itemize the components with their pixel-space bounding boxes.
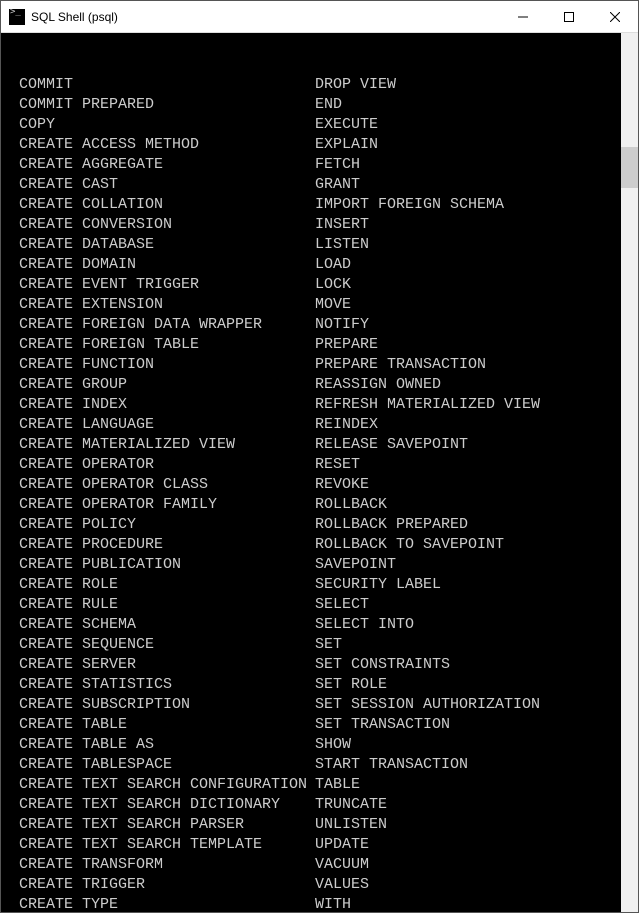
command-entry: CREATE OPERATOR CLASS: [19, 475, 315, 495]
command-entry: CREATE RULE: [19, 595, 315, 615]
command-entry: CREATE FOREIGN TABLE: [19, 335, 315, 355]
command-entry: WITH: [315, 895, 615, 912]
command-entry: RELEASE SAVEPOINT: [315, 435, 615, 455]
command-entry: DROP VIEW: [315, 75, 615, 95]
command-entry: ROLLBACK TO SAVEPOINT: [315, 535, 615, 555]
command-entry: SAVEPOINT: [315, 555, 615, 575]
app-icon: [9, 9, 25, 25]
command-entry: LOCK: [315, 275, 615, 295]
command-entry: CREATE EVENT TRIGGER: [19, 275, 315, 295]
command-entry: CREATE DATABASE: [19, 235, 315, 255]
command-entry: EXECUTE: [315, 115, 615, 135]
command-entry: CREATE OPERATOR FAMILY: [19, 495, 315, 515]
command-entry: VACUUM: [315, 855, 615, 875]
command-entry: CREATE PUBLICATION: [19, 555, 315, 575]
console-output[interactable]: COMMITCOMMIT PREPAREDCOPYCREATE ACCESS M…: [1, 33, 621, 912]
command-entry: CREATE SERVER: [19, 655, 315, 675]
command-entry: UNLISTEN: [315, 815, 615, 835]
maximize-button[interactable]: [546, 1, 592, 32]
command-entry: LISTEN: [315, 235, 615, 255]
command-entry: CREATE DOMAIN: [19, 255, 315, 275]
command-entry: REFRESH MATERIALIZED VIEW: [315, 395, 615, 415]
command-entry: SECURITY LABEL: [315, 575, 615, 595]
command-entry: CREATE SUBSCRIPTION: [19, 695, 315, 715]
command-entry: CREATE TEXT SEARCH DICTIONARY: [19, 795, 315, 815]
command-entry: RESET: [315, 455, 615, 475]
command-entry: CREATE TRANSFORM: [19, 855, 315, 875]
command-entry: CREATE SEQUENCE: [19, 635, 315, 655]
command-entry: REINDEX: [315, 415, 615, 435]
command-entry: CREATE TYPE: [19, 895, 315, 912]
vertical-scrollbar[interactable]: [621, 33, 638, 912]
console-wrap: COMMITCOMMIT PREPAREDCOPYCREATE ACCESS M…: [1, 33, 638, 912]
command-entry: CREATE TABLE AS: [19, 735, 315, 755]
command-entry: GRANT: [315, 175, 615, 195]
command-entry: SHOW: [315, 735, 615, 755]
command-entry: CREATE EXTENSION: [19, 295, 315, 315]
close-button[interactable]: [592, 1, 638, 32]
command-entry: CREATE COLLATION: [19, 195, 315, 215]
command-entry: CREATE POLICY: [19, 515, 315, 535]
command-entry: CREATE INDEX: [19, 395, 315, 415]
titlebar[interactable]: SQL Shell (psql): [1, 1, 638, 33]
command-entry: CREATE AGGREGATE: [19, 155, 315, 175]
command-entry: SELECT: [315, 595, 615, 615]
command-entry: SET ROLE: [315, 675, 615, 695]
command-entry: ROLLBACK: [315, 495, 615, 515]
command-entry: CREATE TRIGGER: [19, 875, 315, 895]
window-controls: [500, 1, 638, 32]
command-entry: CREATE ROLE: [19, 575, 315, 595]
command-column-2: DROP VIEWENDEXECUTEEXPLAINFETCHGRANTIMPO…: [315, 75, 615, 912]
command-column-1: COMMITCOMMIT PREPAREDCOPYCREATE ACCESS M…: [19, 75, 315, 912]
command-entry: CREATE TABLESPACE: [19, 755, 315, 775]
command-entry: CREATE STATISTICS: [19, 675, 315, 695]
command-entry: CREATE CONVERSION: [19, 215, 315, 235]
command-entry: CREATE ACCESS METHOD: [19, 135, 315, 155]
scrollbar-thumb[interactable]: [621, 147, 638, 188]
command-entry: MOVE: [315, 295, 615, 315]
window-title: SQL Shell (psql): [31, 10, 500, 24]
minimize-button[interactable]: [500, 1, 546, 32]
command-entry: CREATE LANGUAGE: [19, 415, 315, 435]
command-entry: CREATE TEXT SEARCH CONFIGURATION: [19, 775, 315, 795]
command-entry: COMMIT PREPARED: [19, 95, 315, 115]
command-entry: REASSIGN OWNED: [315, 375, 615, 395]
command-entry: CREATE CAST: [19, 175, 315, 195]
command-entry: CREATE FOREIGN DATA WRAPPER: [19, 315, 315, 335]
command-entry: PREPARE: [315, 335, 615, 355]
command-entry: CREATE SCHEMA: [19, 615, 315, 635]
command-entry: SET CONSTRAINTS: [315, 655, 615, 675]
command-entry: ROLLBACK PREPARED: [315, 515, 615, 535]
command-entry: EXPLAIN: [315, 135, 615, 155]
command-columns: COMMITCOMMIT PREPAREDCOPYCREATE ACCESS M…: [19, 75, 615, 912]
command-entry: SET SESSION AUTHORIZATION: [315, 695, 615, 715]
command-entry: CREATE GROUP: [19, 375, 315, 395]
command-entry: CREATE TEXT SEARCH TEMPLATE: [19, 835, 315, 855]
command-entry: SET TRANSACTION: [315, 715, 615, 735]
command-entry: TABLE: [315, 775, 615, 795]
command-entry: VALUES: [315, 875, 615, 895]
command-entry: FETCH: [315, 155, 615, 175]
command-entry: CREATE FUNCTION: [19, 355, 315, 375]
command-entry: INSERT: [315, 215, 615, 235]
command-entry: TRUNCATE: [315, 795, 615, 815]
command-entry: SET: [315, 635, 615, 655]
command-entry: CREATE OPERATOR: [19, 455, 315, 475]
command-entry: NOTIFY: [315, 315, 615, 335]
command-entry: PREPARE TRANSACTION: [315, 355, 615, 375]
command-entry: END: [315, 95, 615, 115]
command-entry: UPDATE: [315, 835, 615, 855]
command-entry: CREATE TABLE: [19, 715, 315, 735]
command-entry: COMMIT: [19, 75, 315, 95]
command-entry: LOAD: [315, 255, 615, 275]
command-entry: CREATE TEXT SEARCH PARSER: [19, 815, 315, 835]
command-entry: SELECT INTO: [315, 615, 615, 635]
command-entry: CREATE MATERIALIZED VIEW: [19, 435, 315, 455]
command-entry: IMPORT FOREIGN SCHEMA: [315, 195, 615, 215]
command-entry: COPY: [19, 115, 315, 135]
command-entry: REVOKE: [315, 475, 615, 495]
command-entry: START TRANSACTION: [315, 755, 615, 775]
command-entry: CREATE PROCEDURE: [19, 535, 315, 555]
window-frame: SQL Shell (psql) COMMITCOMMIT PREPAREDCO…: [0, 0, 639, 913]
